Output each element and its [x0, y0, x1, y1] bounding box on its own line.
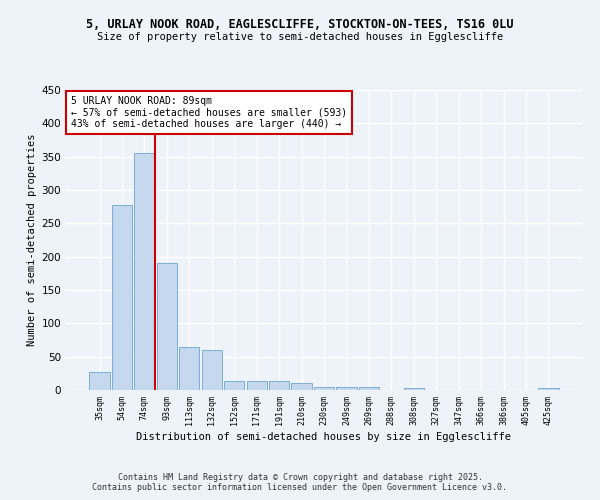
Bar	[247, 380, 267, 390]
Text: 5, URLAY NOOK ROAD, EAGLESCLIFFE, STOCKTON-ON-TEES, TS16 0LU: 5, URLAY NOOK ROAD, EAGLESCLIFFE, STOCKT…	[86, 18, 514, 30]
Bar	[314, 386, 334, 390]
Bar	[292, 384, 311, 390]
Bar	[202, 350, 222, 390]
Text: 5 URLAY NOOK ROAD: 89sqm
← 57% of semi-detached houses are smaller (593)
43% of : 5 URLAY NOOK ROAD: 89sqm ← 57% of semi-d…	[71, 96, 347, 129]
Y-axis label: Number of semi-detached properties: Number of semi-detached properties	[27, 134, 37, 346]
Bar	[157, 264, 177, 390]
Bar	[269, 382, 289, 390]
Bar	[134, 154, 155, 390]
Text: Contains HM Land Registry data © Crown copyright and database right 2025.
Contai: Contains HM Land Registry data © Crown c…	[92, 473, 508, 492]
Bar	[89, 372, 110, 390]
Bar	[538, 388, 559, 390]
Bar	[112, 204, 132, 390]
Bar	[337, 386, 356, 390]
Bar	[404, 388, 424, 390]
Bar	[224, 380, 244, 390]
X-axis label: Distribution of semi-detached houses by size in Egglescliffe: Distribution of semi-detached houses by …	[137, 432, 511, 442]
Bar	[179, 346, 199, 390]
Text: Size of property relative to semi-detached houses in Egglescliffe: Size of property relative to semi-detach…	[97, 32, 503, 42]
Bar	[359, 388, 379, 390]
